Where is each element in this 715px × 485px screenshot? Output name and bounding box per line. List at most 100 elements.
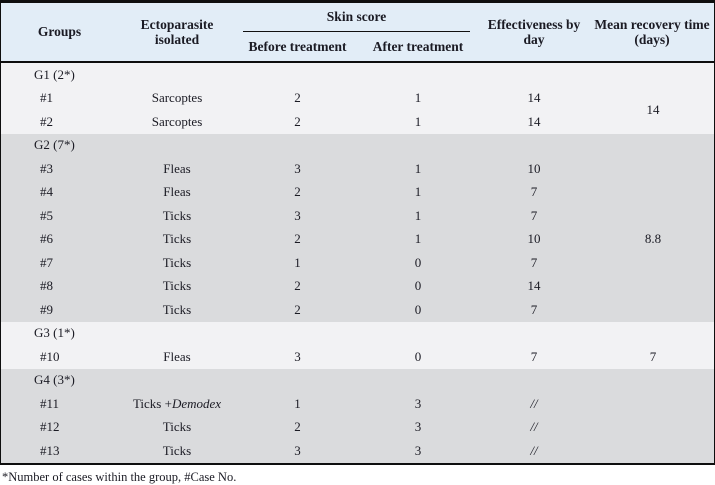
- table-row: #12 Ticks 2 3 //: [1, 416, 714, 440]
- after-score-cell: 0: [414, 301, 422, 317]
- mean-recovery-value: 14: [646, 102, 660, 117]
- before-score-cell: 3: [294, 207, 301, 223]
- mean-recovery-value: 7: [649, 348, 657, 364]
- col-header-skin-score-group: Skin score Before treatment After treatm…: [236, 3, 477, 61]
- effectiveness-cell: 7: [530, 301, 538, 317]
- effectiveness-cell: 7: [530, 184, 538, 200]
- ectoparasite-cell: Ticks: [162, 301, 192, 317]
- before-score-cell: 2: [294, 90, 301, 106]
- table-row: #9 Ticks 2 0 7: [1, 298, 714, 322]
- group-label: G2 (7*): [34, 137, 75, 153]
- ectoparasite-cell: Ticks: [162, 442, 192, 458]
- after-score-cell: 1: [414, 207, 422, 223]
- table-row: #13 Ticks 3 3 //: [1, 439, 714, 463]
- ectoparasite-cell: Ticks: [162, 231, 192, 247]
- effectiveness-cell: 10: [527, 231, 541, 247]
- before-score-cell: 3: [294, 442, 301, 458]
- case-number: #12: [40, 419, 60, 435]
- after-score-cell: 1: [414, 113, 422, 129]
- section-g2: G2 (7*) #3 Fleas 3 1 10 #4 Fleas 2 1 7 #…: [1, 133, 714, 322]
- effectiveness-cell: //: [530, 419, 538, 435]
- group-header-row: G1 (2*): [1, 63, 714, 87]
- after-score-cell: 3: [414, 395, 422, 411]
- results-table: Groups Ectoparasite isolated Skin score …: [0, 0, 715, 465]
- case-number: #6: [40, 231, 53, 247]
- before-score-cell: 2: [294, 113, 301, 129]
- after-score-cell: 0: [414, 278, 422, 294]
- effectiveness-cell: 7: [530, 207, 538, 223]
- before-score-cell: 1: [294, 395, 301, 411]
- after-score-cell: 3: [414, 442, 422, 458]
- after-score-cell: 1: [414, 184, 422, 200]
- before-score-cell: 2: [294, 301, 301, 317]
- before-score-cell: 3: [294, 160, 301, 176]
- case-number: #3: [40, 160, 53, 176]
- table-row: #5 Ticks 3 1 7: [1, 204, 714, 228]
- before-score-cell: 1: [294, 254, 301, 270]
- case-number: #10: [40, 348, 60, 364]
- ectoparasite-cell: Sarcoptes: [151, 90, 203, 106]
- col-header-groups: Groups: [37, 24, 82, 40]
- group-label: G3 (1*): [34, 325, 75, 341]
- table-row: #2 Sarcoptes 2 1 14: [1, 110, 714, 134]
- effectiveness-cell: 14: [527, 278, 541, 294]
- skin-score-rule: [243, 31, 470, 32]
- before-score-cell: 2: [294, 231, 301, 247]
- ectoparasite-cell: Fleas: [163, 348, 191, 364]
- case-number: #9: [40, 301, 53, 317]
- col-header-ectoparasite: Ectoparasite isolated: [140, 16, 214, 48]
- table-row: #11 Ticks +Demodex 1 3 //: [1, 392, 714, 416]
- effectiveness-cell: 14: [527, 90, 541, 106]
- section-g3: G3 (1*) #10 Fleas 3 0 7 7: [1, 321, 714, 369]
- after-score-cell: 0: [414, 254, 422, 270]
- before-score-cell: 2: [294, 184, 301, 200]
- ectoparasite-cell: Ticks: [162, 254, 192, 270]
- ectoparasite-genus-italic: Demodex: [171, 395, 222, 411]
- col-header-mean-recovery: Mean recovery time (days): [594, 16, 710, 48]
- ectoparasite-cell: Ticks: [162, 278, 192, 294]
- effectiveness-cell: //: [530, 395, 538, 411]
- before-score-cell: 2: [294, 419, 301, 435]
- ectoparasite-cell: Ticks +Demodex: [118, 396, 236, 412]
- col-header-after-treatment: After treatment: [372, 38, 464, 54]
- after-score-cell: 3: [414, 419, 422, 435]
- after-score-cell: 1: [414, 90, 422, 106]
- case-number: #2: [40, 113, 53, 129]
- group-header-row: G2 (7*): [1, 134, 714, 158]
- group-header-row: G4 (3*): [1, 369, 714, 393]
- col-header-skin-score: Skin score: [326, 9, 387, 24]
- ectoparasite-cell: Ticks: [162, 419, 192, 435]
- effectiveness-cell: 14: [527, 113, 541, 129]
- effectiveness-cell: 10: [527, 160, 541, 176]
- table-row: #6 Ticks 2 1 10: [1, 228, 714, 252]
- case-number: #13: [40, 442, 60, 458]
- effectiveness-cell: 7: [530, 348, 538, 364]
- after-score-cell: 1: [414, 160, 422, 176]
- ectoparasite-cell: Sarcoptes: [151, 113, 203, 129]
- table-row: #3 Fleas 3 1 10: [1, 157, 714, 181]
- before-score-cell: 3: [294, 348, 301, 364]
- table-row: #8 Ticks 2 0 14: [1, 275, 714, 299]
- group-header-row: G3 (1*): [1, 322, 714, 346]
- col-header-before-treatment: Before treatment: [248, 38, 347, 54]
- table-header: Groups Ectoparasite isolated Skin score …: [1, 3, 714, 63]
- case-number: #8: [40, 278, 53, 294]
- section-g4: G4 (3*) #11 Ticks +Demodex 1 3 // #12 Ti…: [1, 368, 714, 463]
- group-label: G1 (2*): [34, 66, 75, 82]
- after-score-cell: 0: [414, 348, 422, 364]
- table-footnote: *Number of cases within the group, #Case…: [2, 469, 237, 484]
- col-header-effectiveness: Effectiveness by day: [487, 16, 581, 48]
- table-row: #10 Fleas 3 0 7: [1, 345, 714, 369]
- ectoparasite-cell: Fleas: [163, 184, 191, 200]
- table-row: #7 Ticks 1 0 7: [1, 251, 714, 275]
- table-row: #4 Fleas 2 1 7: [1, 181, 714, 205]
- ectoparasite-text: Ticks +: [132, 395, 172, 411]
- before-score-cell: 2: [294, 278, 301, 294]
- section-g1: G1 (2*) #1 Sarcoptes 2 1 14 #2 Sarcoptes…: [1, 63, 714, 134]
- group-label: G4 (3*): [34, 372, 75, 388]
- case-number: #11: [40, 395, 60, 411]
- after-score-cell: 1: [414, 231, 422, 247]
- effectiveness-cell: //: [530, 442, 538, 458]
- case-number: #1: [40, 90, 53, 106]
- ectoparasite-cell: Ticks: [162, 207, 192, 223]
